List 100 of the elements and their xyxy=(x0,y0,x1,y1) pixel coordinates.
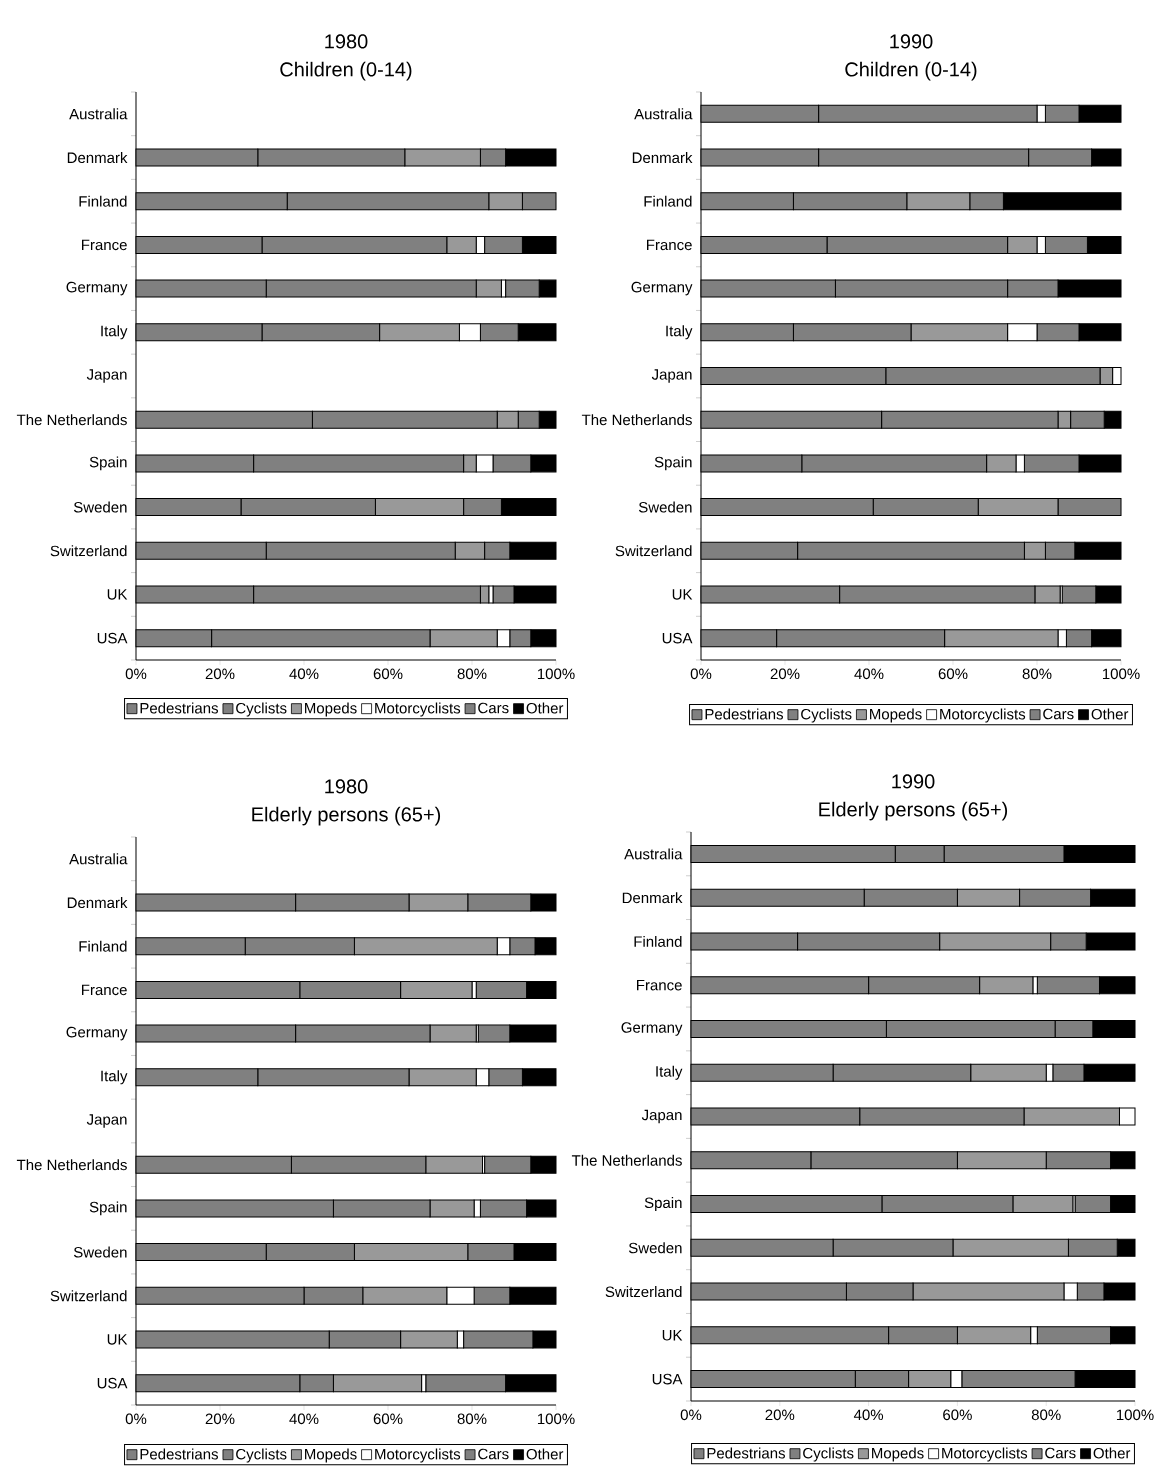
y-tick-label: USA xyxy=(97,1377,128,1389)
x-tick-label: 80% xyxy=(1022,668,1052,680)
chart-subtitle: Elderly persons (65+) xyxy=(252,806,441,826)
x-tick-label: 80% xyxy=(457,668,487,680)
y-tick-label: Switzerland xyxy=(605,1286,682,1298)
y-tick-label: Switzerland xyxy=(615,545,692,557)
y-tick-label: UK xyxy=(672,589,693,600)
x-tick-label: 60% xyxy=(373,1413,403,1425)
y-tick-label: Italy xyxy=(101,325,128,340)
y-tick-label: Spain xyxy=(654,456,692,471)
x-tick-label: 60% xyxy=(943,1409,972,1421)
legend-label: Motorcyclists xyxy=(940,708,1026,723)
y-tick-label: Denmark xyxy=(632,152,693,164)
x-tick-label: 20% xyxy=(205,668,235,680)
legend-label: Motorcyclists xyxy=(375,1448,461,1463)
x-tick-label: 0% xyxy=(125,1413,147,1425)
legend-label: Mopeds xyxy=(305,1448,357,1463)
x-tick-label: 40% xyxy=(853,1409,884,1421)
legend-label: Cyclists xyxy=(236,1448,287,1463)
x-tick-label: 60% xyxy=(938,668,968,680)
x-tick-label: 0% xyxy=(690,668,712,680)
y-tick-label: The Netherlands xyxy=(581,414,692,426)
y-tick-label: Japan xyxy=(86,369,127,383)
y-tick-label: USA xyxy=(662,632,693,644)
legend-label: Pedestrians xyxy=(140,1448,218,1460)
y-tick-label: The Netherlands xyxy=(16,414,127,426)
legend-label: Motorcyclists xyxy=(375,702,461,717)
y-tick-label: Japan xyxy=(651,369,692,383)
legend-label: Cars xyxy=(478,702,509,714)
legend-label: Pedestrians xyxy=(707,1447,785,1459)
y-tick-label: Germany xyxy=(66,281,128,296)
chart-title: 1990 xyxy=(892,774,935,789)
y-tick-label: Finland xyxy=(79,195,127,207)
legend-label: Pedestrians xyxy=(705,708,783,720)
legend-label: Cyclists xyxy=(801,708,852,723)
legend-label: Other xyxy=(526,1448,564,1460)
y-tick-label: UK xyxy=(107,589,128,600)
y-tick-label: France xyxy=(637,979,682,991)
x-tick-label: 40% xyxy=(289,668,319,680)
x-tick-label: 40% xyxy=(289,1413,319,1425)
y-tick-label: Japan xyxy=(86,1114,127,1128)
legend-label: Cars xyxy=(1045,1447,1076,1459)
y-tick-label: Australia xyxy=(69,108,128,120)
y-tick-label: Germany xyxy=(66,1026,128,1041)
y-tick-label: Finland xyxy=(79,940,127,952)
y-tick-label: Spain xyxy=(89,1201,127,1216)
y-tick-label: Germany xyxy=(621,1022,683,1036)
y-tick-label: Sweden xyxy=(628,1242,682,1254)
x-tick-label: 40% xyxy=(854,668,884,680)
y-tick-label: Germany xyxy=(631,281,693,296)
y-tick-label: Italy xyxy=(101,1070,128,1085)
y-tick-label: Sweden xyxy=(73,501,127,513)
legend-label: Cars xyxy=(478,1448,509,1460)
chart-title: 1980 xyxy=(325,34,368,49)
x-tick-label: 60% xyxy=(373,668,403,680)
y-tick-label: Spain xyxy=(644,1197,682,1212)
x-tick-label: 80% xyxy=(457,1413,487,1425)
y-tick-label: Denmark xyxy=(622,892,683,904)
x-tick-label: 0% xyxy=(680,1409,702,1421)
x-tick-label: 0% xyxy=(125,668,147,680)
y-tick-label: Italy xyxy=(666,325,693,340)
y-tick-label: France xyxy=(82,239,127,251)
y-tick-label: The Netherlands xyxy=(16,1159,127,1171)
legend-label: Motorcyclists xyxy=(942,1447,1028,1462)
x-tick-label: 80% xyxy=(1031,1409,1061,1421)
x-tick-label: 100% xyxy=(1102,668,1140,680)
y-tick-label: UK xyxy=(662,1330,683,1341)
legend-label: Other xyxy=(1093,1447,1131,1459)
y-tick-label: Denmark xyxy=(67,152,128,164)
chart-subtitle: Elderly persons (65+) xyxy=(819,801,1008,821)
y-tick-label: France xyxy=(647,239,692,251)
y-tick-label: USA xyxy=(97,632,128,644)
y-tick-label: Switzerland xyxy=(50,545,127,557)
legend-label: Other xyxy=(1091,708,1129,720)
y-tick-label: France xyxy=(82,984,127,996)
y-tick-label: Australia xyxy=(634,108,693,120)
y-tick-label: Denmark xyxy=(67,897,128,909)
y-tick-label: Japan xyxy=(641,1109,682,1124)
legend-label: Mopeds xyxy=(870,708,922,723)
x-tick-label: 100% xyxy=(537,668,575,680)
y-tick-label: Finland xyxy=(634,935,682,947)
chart-title: 1990 xyxy=(890,34,933,49)
chart-title: 1980 xyxy=(325,779,368,794)
x-tick-label: 20% xyxy=(205,1413,235,1425)
y-tick-label: Australia xyxy=(69,853,128,865)
x-tick-label: 100% xyxy=(1116,1409,1154,1421)
x-tick-label: 100% xyxy=(537,1413,575,1425)
x-tick-label: 20% xyxy=(770,668,800,680)
y-tick-label: UK xyxy=(107,1334,128,1345)
y-tick-label: USA xyxy=(652,1373,683,1385)
legend-label: Cars xyxy=(1043,708,1074,720)
chart-subtitle: Children (0-14) xyxy=(845,61,977,81)
y-tick-label: Finland xyxy=(644,195,692,207)
y-tick-label: The Netherlands xyxy=(571,1154,682,1166)
y-tick-label: Australia xyxy=(624,848,683,860)
legend-label: Other xyxy=(526,702,564,714)
legend-label: Mopeds xyxy=(305,702,357,717)
y-tick-label: Spain xyxy=(89,456,127,471)
y-tick-label: Switzerland xyxy=(50,1290,127,1302)
chart-subtitle: Children (0-14) xyxy=(280,61,412,81)
